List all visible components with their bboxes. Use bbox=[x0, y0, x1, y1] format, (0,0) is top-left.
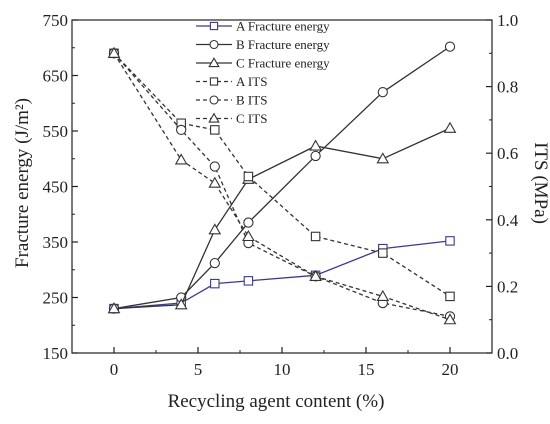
legend-marker bbox=[208, 57, 220, 68]
y-right-tick-label: 0.6 bbox=[497, 144, 518, 163]
series-line bbox=[113, 52, 451, 321]
data-point bbox=[208, 223, 222, 235]
y-axis-label-left: Fracture energy (J/m²) bbox=[12, 98, 33, 268]
series-line bbox=[113, 52, 451, 318]
data-point bbox=[445, 236, 455, 246]
data-point bbox=[209, 161, 220, 172]
legend-marker bbox=[209, 77, 219, 86]
y-right-tick-label: 0.2 bbox=[497, 277, 518, 296]
data-point bbox=[445, 291, 455, 302]
y-left-tick-label: 450 bbox=[43, 178, 69, 197]
data-point bbox=[243, 217, 254, 228]
series-b-fracture-energy bbox=[108, 41, 456, 314]
series-line bbox=[113, 46, 451, 310]
legend-marker bbox=[209, 21, 219, 31]
x-tick-label: 10 bbox=[274, 360, 291, 379]
legend-item: B Fracture energy bbox=[196, 37, 330, 52]
legend-marker bbox=[209, 95, 219, 105]
series-line bbox=[113, 240, 451, 310]
data-point bbox=[443, 313, 457, 325]
data-point bbox=[174, 298, 188, 310]
y-right-tick-label: 0.0 bbox=[497, 344, 518, 363]
x-tick-label: 5 bbox=[194, 360, 203, 379]
x-tick-label: 0 bbox=[110, 360, 119, 379]
x-tick-label: 20 bbox=[442, 360, 459, 379]
y-right-tick-label: 1.0 bbox=[497, 11, 518, 30]
data-point bbox=[376, 289, 390, 301]
data-point bbox=[210, 125, 220, 135]
legend-label: C Fracture energy bbox=[236, 56, 330, 71]
data-point bbox=[309, 269, 322, 282]
y-left-tick-label: 750 bbox=[43, 11, 69, 30]
y-left-tick-label: 350 bbox=[43, 233, 69, 252]
y-axis-label-right: ITS (MPa) bbox=[530, 142, 550, 224]
legend-label: B Fracture energy bbox=[236, 37, 330, 52]
data-point bbox=[377, 87, 388, 98]
data-point bbox=[443, 121, 457, 133]
data-point bbox=[107, 302, 121, 314]
data-point bbox=[210, 278, 220, 289]
x-tick-label: 15 bbox=[358, 360, 375, 379]
series-line bbox=[113, 127, 451, 310]
y-left-tick-label: 150 bbox=[43, 344, 69, 363]
legend-label: A ITS bbox=[236, 74, 267, 89]
legend-item: B ITS bbox=[196, 93, 267, 108]
series-line bbox=[113, 52, 451, 297]
y-right-tick-label: 0.4 bbox=[497, 211, 519, 230]
series-c-its bbox=[107, 46, 457, 325]
series-c-fracture-energy bbox=[107, 121, 457, 314]
data-point bbox=[208, 176, 222, 188]
data-point bbox=[107, 46, 121, 58]
legend: A Fracture energy B Fracture energy C Frac… bbox=[196, 19, 330, 126]
data-point bbox=[310, 150, 321, 162]
legend-item: C Fracture energy bbox=[196, 56, 330, 71]
data-point bbox=[174, 153, 188, 165]
series-b-its bbox=[108, 48, 456, 322]
data-point bbox=[376, 152, 390, 164]
legend-item: A Fracture energy bbox=[196, 19, 330, 34]
data-point bbox=[209, 257, 220, 269]
data-point bbox=[242, 229, 255, 242]
y-left-tick-label: 250 bbox=[43, 289, 69, 308]
y-left-tick-label: 550 bbox=[43, 122, 69, 141]
ticks: 0 5 10 15 20 150 250 350 450 550 650 750 0.0 0.2 0.4 0.… bbox=[43, 11, 519, 379]
legend-label: B ITS bbox=[236, 93, 267, 108]
legend-label: C ITS bbox=[236, 111, 267, 126]
data-point bbox=[176, 124, 187, 136]
data-point bbox=[243, 276, 254, 286]
series-a-its bbox=[109, 48, 455, 302]
legend-marker bbox=[208, 112, 220, 123]
x-axis-label: Recycling agent content (%) bbox=[168, 391, 385, 412]
legend-marker bbox=[209, 39, 219, 50]
data-point bbox=[243, 171, 254, 182]
legend-item: A ITS bbox=[196, 74, 267, 89]
y-left-tick-label: 650 bbox=[43, 67, 69, 86]
data-point bbox=[309, 139, 322, 151]
legend-label: A Fracture energy bbox=[236, 19, 330, 34]
data-point bbox=[444, 41, 456, 52]
y-right-tick-label: 0.8 bbox=[497, 78, 518, 97]
data-point bbox=[310, 231, 321, 242]
legend-item: C ITS bbox=[196, 111, 267, 126]
data-point bbox=[378, 248, 388, 258]
series-layer bbox=[107, 41, 457, 325]
